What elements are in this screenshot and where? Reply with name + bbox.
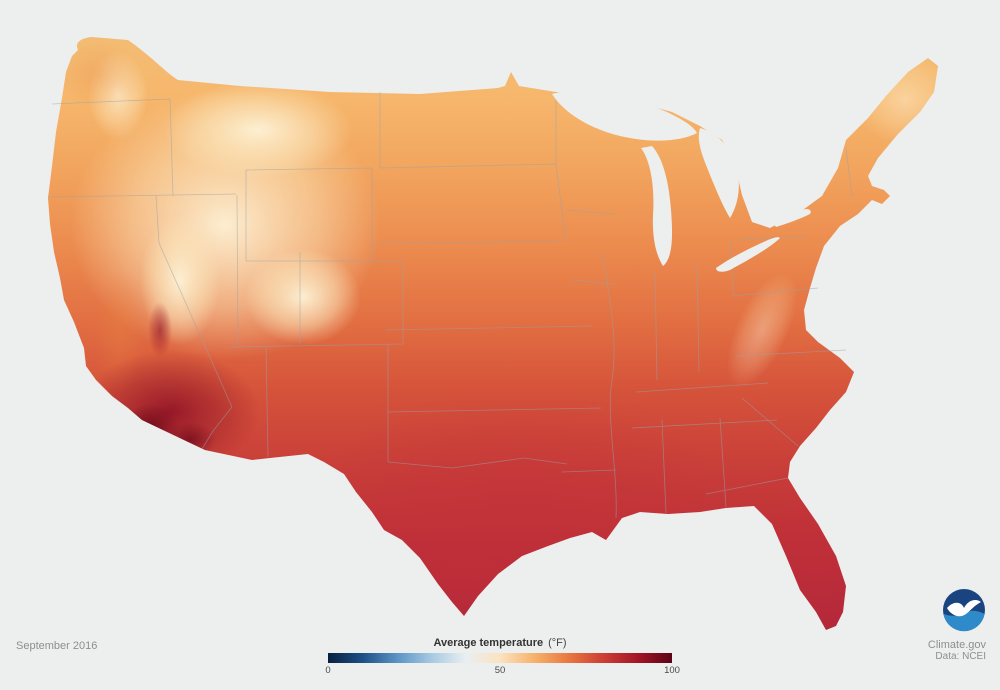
lake-erie <box>716 237 780 272</box>
legend-tick-mid: 50 <box>494 665 506 676</box>
credit-data: Data: NCEI <box>935 651 986 662</box>
legend-colorbar <box>328 653 672 663</box>
legend-units: (°F) <box>548 637 567 649</box>
credits: Climate.gov Data: NCEI <box>928 639 986 663</box>
lake-huron <box>698 128 739 218</box>
noaa-logo <box>943 589 985 632</box>
lake-michigan <box>641 146 673 266</box>
legend-title-row: Average temperature (°F) <box>328 637 672 649</box>
great-lakes <box>552 90 811 272</box>
noaa-logo-gull <box>947 600 981 617</box>
legend-title: Average temperature <box>433 637 544 649</box>
lake-ontario <box>772 209 811 227</box>
date-label: September 2016 <box>16 640 98 652</box>
temperature-legend: Average temperature (°F) 0 50 100 <box>325 637 680 678</box>
legend-tick-max: 100 <box>664 665 680 676</box>
legend-tick-min: 0 <box>325 665 331 676</box>
noaa-logo-wave <box>943 610 985 632</box>
legend-ticks: 0 50 100 <box>325 665 680 678</box>
credit-site: Climate.gov <box>927 639 986 651</box>
lake-superior <box>552 90 697 141</box>
